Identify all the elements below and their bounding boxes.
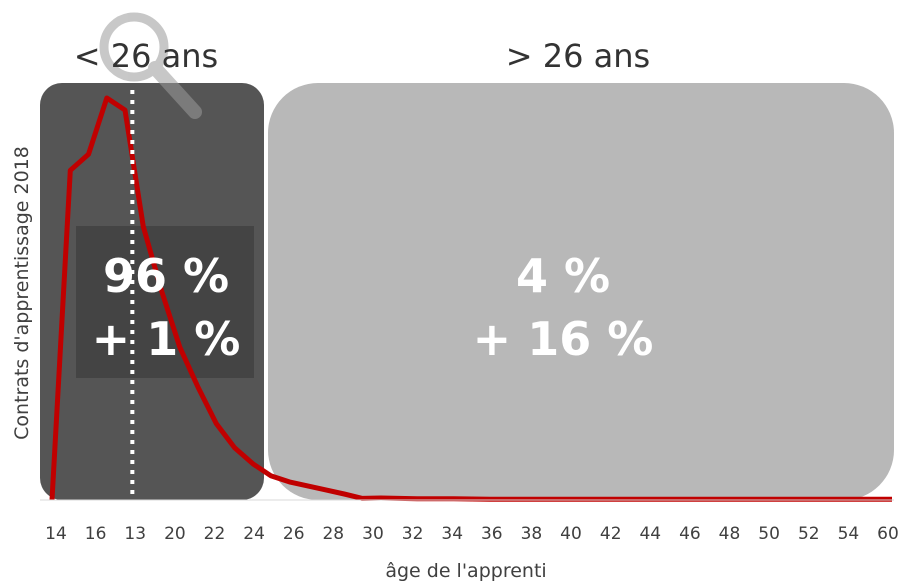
change-under-26: + 1 % bbox=[92, 312, 241, 366]
x-tick-label: 24 bbox=[243, 524, 265, 544]
x-tick-label: 14 bbox=[45, 524, 67, 544]
share-under-26: 96 % bbox=[103, 249, 229, 303]
x-tick-labels: 14 16 13 20 22 24 26 28 30 32 34 36 38 40 42 44 46 48 50 52… bbox=[45, 524, 899, 544]
y-axis-title: Contrats d'apprentissage 2018 bbox=[11, 146, 33, 440]
panel-over-26 bbox=[268, 83, 894, 500]
x-tick-label: 34 bbox=[441, 524, 463, 544]
x-tick-label: 28 bbox=[322, 524, 344, 544]
change-over-26: + 16 % bbox=[473, 312, 654, 366]
series-line bbox=[49, 95, 892, 502]
x-tick-label: 26 bbox=[283, 524, 305, 544]
x-tick-label: 60 bbox=[877, 524, 899, 544]
x-tick-label: 36 bbox=[481, 524, 503, 544]
x-axis-title: âge de l'apprenti bbox=[385, 560, 546, 582]
x-tick-label: 48 bbox=[719, 524, 741, 544]
x-tick-label: 16 bbox=[85, 524, 107, 544]
x-tick-label: 50 bbox=[758, 524, 780, 544]
group-label-over-26: > 26 ans bbox=[506, 37, 650, 75]
x-tick-label: 42 bbox=[600, 524, 622, 544]
share-over-26: 4 % bbox=[516, 249, 610, 303]
x-tick-label: 22 bbox=[204, 524, 226, 544]
group-label-under-26: < 26 ans bbox=[74, 37, 218, 75]
x-tick-label: 54 bbox=[838, 524, 860, 544]
x-tick-label: 32 bbox=[402, 524, 424, 544]
x-tick-label: 46 bbox=[679, 524, 701, 544]
x-tick-label: 30 bbox=[362, 524, 384, 544]
x-tick-label: 52 bbox=[798, 524, 820, 544]
x-tick-label: 38 bbox=[521, 524, 543, 544]
x-tick-label: 44 bbox=[639, 524, 661, 544]
x-tick-label: 13 bbox=[124, 524, 146, 544]
magnifier-icon bbox=[99, 12, 202, 119]
x-tick-label: 20 bbox=[164, 524, 186, 544]
x-tick-label: 40 bbox=[560, 524, 582, 544]
